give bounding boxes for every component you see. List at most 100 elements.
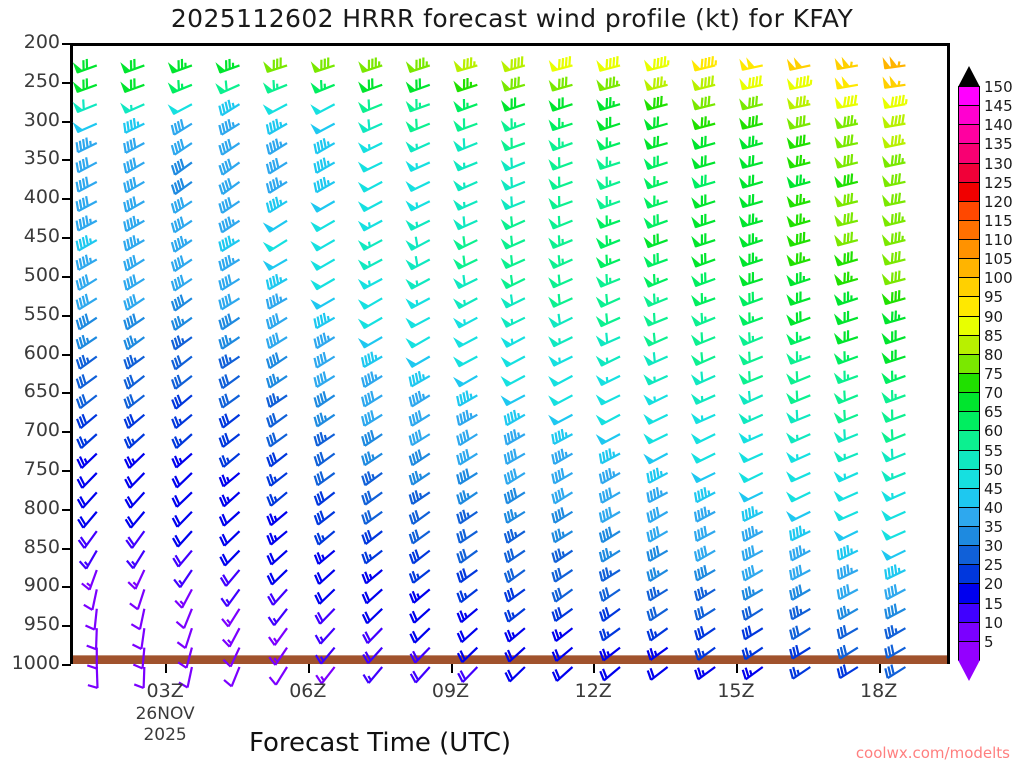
wind-barb — [595, 374, 621, 387]
wind-barb — [75, 293, 98, 311]
colorbar-tick-label: 80 — [984, 345, 1004, 364]
barb-full-10kt — [132, 118, 137, 129]
barb-shaft — [95, 666, 99, 689]
wind-barb — [548, 137, 573, 152]
barb-full-10kt — [221, 317, 227, 328]
barb-shaft — [696, 491, 716, 504]
barb-half-5kt — [901, 157, 904, 164]
barb-full-10kt — [177, 661, 188, 669]
wind-barb — [405, 200, 431, 212]
barb-half-5kt — [272, 617, 278, 624]
wind-barb — [76, 472, 98, 489]
wind-barb — [219, 530, 241, 547]
barb-full-10kt — [744, 568, 749, 579]
barb-full-10kt — [174, 599, 183, 609]
barb-flag-50kt — [167, 104, 180, 115]
barb-full-10kt — [747, 507, 752, 518]
wind-barb — [171, 413, 193, 430]
colorbar-swatch — [958, 602, 980, 623]
wind-barb — [408, 429, 431, 447]
wind-barb — [265, 332, 288, 350]
barb-shaft — [461, 666, 479, 683]
colorbar[interactable]: 5 10 15 20 25 30 35 40 45 50 55 60 65 70 75 80 85 90 95 100… — [958, 66, 1013, 681]
wind-barb — [881, 290, 906, 306]
wind-barb — [598, 487, 621, 504]
wind-barb — [503, 528, 526, 544]
wind-barb — [456, 588, 479, 604]
barb-flag-50kt — [596, 79, 607, 91]
barb-flag-50kt — [786, 215, 797, 228]
wind-barb — [313, 530, 336, 546]
barb-full-10kt — [75, 240, 80, 251]
barb-half-5kt — [136, 121, 140, 127]
barb-flag-50kt — [786, 392, 797, 404]
barb-full-10kt — [459, 433, 464, 444]
barb-full-10kt — [601, 451, 606, 462]
barb-flag-50kt — [310, 104, 322, 115]
barb-full-10kt — [129, 217, 134, 228]
barb-shaft — [411, 413, 431, 427]
wind-barb — [500, 196, 526, 211]
barb-full-10kt — [557, 528, 562, 539]
barb-full-10kt — [81, 354, 87, 365]
wind-barb — [503, 568, 526, 584]
wind-barb — [405, 355, 431, 368]
barb-full-10kt — [799, 116, 803, 127]
wind-barb — [357, 219, 383, 232]
barb-shaft — [174, 316, 193, 331]
barb-flag-50kt — [548, 355, 560, 367]
barb-half-5kt — [321, 554, 326, 560]
barb-half-5kt — [653, 396, 657, 402]
barb-full-10kt — [605, 508, 610, 519]
barb-shaft — [224, 549, 241, 567]
barb-shaft — [93, 608, 98, 630]
barb-flag-50kt — [739, 98, 749, 110]
barb-flag-50kt — [596, 119, 607, 131]
barb-flag-50kt — [786, 254, 797, 266]
wind-barb — [836, 605, 859, 621]
wind-barb — [598, 567, 621, 583]
barb-half-5kt — [181, 318, 185, 325]
barb-full-10kt — [224, 413, 230, 424]
x-tick-mark — [307, 664, 310, 673]
barb-flag-50kt — [786, 353, 797, 365]
barb-full-10kt — [319, 314, 324, 325]
y-tick-mark — [62, 120, 71, 123]
barb-full-10kt — [126, 298, 131, 309]
colorbar-swatch — [958, 334, 980, 355]
barb-flag-50kt — [738, 176, 749, 189]
barb-shaft — [318, 569, 336, 585]
barb-full-10kt — [655, 526, 660, 537]
wind-barb — [738, 272, 764, 287]
barb-shaft — [555, 627, 574, 642]
barb-full-10kt — [129, 393, 135, 405]
colorbar-cap-high-icon — [958, 66, 980, 87]
barb-full-10kt — [364, 611, 371, 622]
barb-full-10kt — [598, 630, 605, 641]
barb-full-10kt — [560, 428, 565, 440]
barb-full-10kt — [221, 239, 226, 250]
barb-full-10kt — [504, 652, 511, 663]
wind-barb — [266, 412, 288, 428]
wind-barb — [220, 588, 241, 608]
barb-full-10kt — [605, 469, 610, 481]
barb-full-10kt — [224, 276, 229, 287]
wind-barb — [408, 529, 431, 545]
wind-barb — [456, 646, 479, 663]
wind-barb — [598, 627, 621, 642]
colorbar-tick-label: 145 — [984, 97, 1013, 116]
barb-flag-50kt — [596, 138, 607, 151]
wind-barb — [646, 506, 669, 524]
barb-full-10kt — [170, 184, 176, 195]
barb-flag-50kt — [834, 234, 844, 247]
barb-full-10kt — [367, 119, 371, 130]
barb-full-10kt — [221, 395, 227, 406]
barb-full-10kt — [646, 531, 651, 542]
barb-full-10kt — [316, 414, 322, 425]
barb-shaft — [269, 452, 288, 468]
barb-full-10kt — [462, 138, 466, 149]
wind-barb — [456, 409, 478, 427]
barb-shaft — [78, 277, 98, 291]
barb-full-10kt — [316, 611, 324, 622]
barb-full-10kt — [132, 137, 137, 148]
